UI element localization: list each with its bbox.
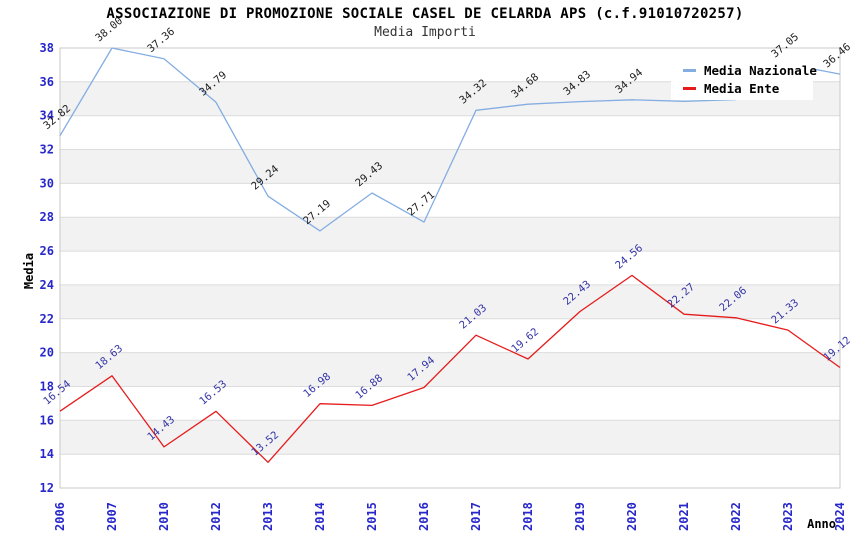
legend-label-media-nazionale: Media Nazionale (704, 63, 817, 78)
data-label: 37.36 (145, 26, 177, 56)
y-tick-label: 18 (40, 380, 54, 394)
legend: Media Nazionale Media Ente (671, 60, 817, 100)
series-line-media-nazionale (59, 47, 841, 232)
legend-item-media-ente: Media Ente (671, 81, 813, 99)
y-tick-label: 22 (40, 312, 54, 326)
y-tick-label: 36 (40, 75, 54, 89)
x-tick-label: 2010 (157, 502, 171, 531)
x-tick-label: 2006 (53, 502, 67, 531)
x-tick-label: 2014 (313, 502, 327, 531)
x-tick-label: 2023 (781, 502, 795, 531)
y-tick-label: 24 (40, 278, 54, 292)
y-axis-title: Media (22, 252, 36, 290)
data-label: 37.05 (769, 31, 801, 61)
y-tick-label: 14 (40, 447, 54, 461)
x-tick-label: 2016 (417, 502, 431, 531)
media-ente-line-swatch-icon (683, 87, 696, 90)
x-tick-label: 2020 (625, 502, 639, 531)
x-tick-label: 2013 (261, 502, 275, 531)
y-tick-label: 30 (40, 176, 54, 190)
x-tick-label: 2017 (469, 502, 483, 531)
y-tick-label: 20 (40, 346, 54, 360)
legend-item-media-nazionale: Media Nazionale (671, 63, 817, 81)
plot-border (59, 47, 841, 489)
x-axis-title: Anno (807, 517, 836, 531)
legend-label-media-ente: Media Ente (704, 81, 780, 96)
x-tick-label: 2021 (677, 502, 691, 531)
x-tick-label: 2018 (521, 502, 535, 531)
x-tick-label: 2022 (729, 502, 743, 531)
x-tick-label: 2012 (209, 502, 223, 531)
media-nazionale-line-swatch-icon (683, 69, 696, 72)
y-tick-label: 32 (40, 143, 54, 157)
x-tick-label: 2019 (573, 502, 587, 531)
y-tick-label: 12 (40, 481, 54, 495)
x-tick-label: 2024 (833, 502, 847, 531)
data-label: 38.00 (93, 15, 125, 45)
series-line-media-ente (59, 274, 841, 463)
grid-band (60, 217, 840, 251)
y-tick-label: 16 (40, 413, 54, 427)
x-tick-label: 2015 (365, 502, 379, 531)
y-tick-label: 28 (40, 210, 54, 224)
y-tick-label: 26 (40, 244, 54, 258)
grid-band (60, 352, 840, 387)
chart-title: ASSOCIAZIONE DI PROMOZIONE SOCIALE CASEL… (106, 6, 744, 22)
y-tick-label: 38 (40, 41, 54, 55)
grid-band (60, 284, 840, 319)
data-label: 36.46 (821, 41, 850, 71)
x-tick-label: 2007 (105, 502, 119, 531)
chart-subtitle: Media Importi (374, 25, 476, 40)
y-tick-label: 34 (40, 109, 54, 123)
grid-band (60, 420, 840, 455)
